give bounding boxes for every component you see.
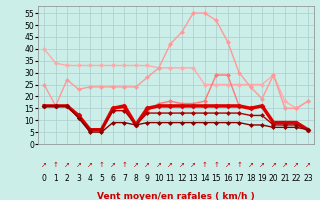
Text: ↗: ↗ [293, 162, 299, 168]
Text: ↑: ↑ [236, 162, 242, 168]
Text: 12: 12 [177, 174, 187, 183]
Text: ↗: ↗ [41, 162, 47, 168]
Text: 18: 18 [246, 174, 255, 183]
Text: 21: 21 [280, 174, 290, 183]
Text: 6: 6 [110, 174, 116, 183]
Text: ↗: ↗ [248, 162, 253, 168]
Text: ↗: ↗ [110, 162, 116, 168]
Text: ↗: ↗ [144, 162, 150, 168]
Text: 13: 13 [188, 174, 198, 183]
Text: ↗: ↗ [167, 162, 173, 168]
Text: 0: 0 [42, 174, 47, 183]
Text: 10: 10 [154, 174, 164, 183]
Text: ↗: ↗ [87, 162, 93, 168]
Text: 2: 2 [65, 174, 69, 183]
Text: ↗: ↗ [225, 162, 230, 168]
Text: ↗: ↗ [76, 162, 82, 168]
Text: ↑: ↑ [202, 162, 208, 168]
Text: 14: 14 [200, 174, 210, 183]
Text: 20: 20 [269, 174, 278, 183]
Text: 19: 19 [257, 174, 267, 183]
Text: 17: 17 [234, 174, 244, 183]
Text: ↗: ↗ [305, 162, 311, 168]
Text: 23: 23 [303, 174, 313, 183]
Text: 9: 9 [145, 174, 150, 183]
Text: 11: 11 [165, 174, 175, 183]
Text: 5: 5 [99, 174, 104, 183]
Text: 4: 4 [88, 174, 92, 183]
Text: ↗: ↗ [190, 162, 196, 168]
Text: 8: 8 [133, 174, 138, 183]
Text: ↑: ↑ [99, 162, 104, 168]
Text: 15: 15 [211, 174, 221, 183]
Text: Vent moyen/en rafales ( km/h ): Vent moyen/en rafales ( km/h ) [97, 192, 255, 200]
Text: 22: 22 [292, 174, 301, 183]
Text: ↗: ↗ [259, 162, 265, 168]
Text: ↗: ↗ [282, 162, 288, 168]
Text: ↗: ↗ [133, 162, 139, 168]
Text: 7: 7 [122, 174, 127, 183]
Text: 1: 1 [53, 174, 58, 183]
Text: ↑: ↑ [53, 162, 59, 168]
Text: ↗: ↗ [156, 162, 162, 168]
Text: ↑: ↑ [213, 162, 219, 168]
Text: ↗: ↗ [179, 162, 185, 168]
Text: 16: 16 [223, 174, 232, 183]
Text: ↗: ↗ [64, 162, 70, 168]
Text: 3: 3 [76, 174, 81, 183]
Text: ↑: ↑ [122, 162, 127, 168]
Text: ↗: ↗ [270, 162, 276, 168]
